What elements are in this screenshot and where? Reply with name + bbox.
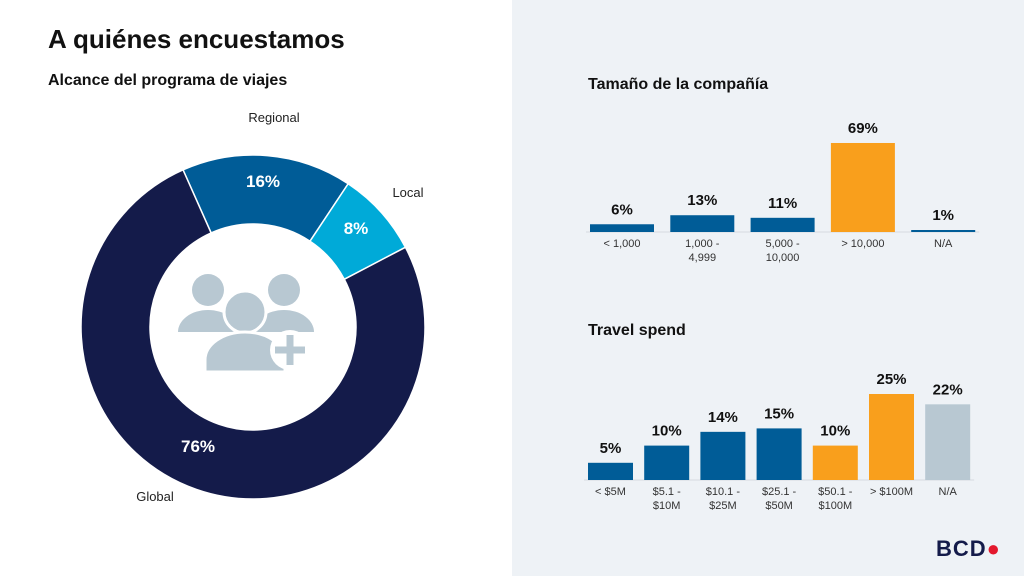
travel-spend-bar <box>588 462 633 480</box>
slice-value-label: 16% <box>246 172 280 191</box>
slice-category-label: Global <box>136 489 174 504</box>
slice-category-label: Regional <box>248 110 299 125</box>
company-size-value-label: 1% <box>932 207 954 224</box>
company-size-bar <box>590 224 654 232</box>
slice-category-label: Local <box>392 185 423 200</box>
travel-spend-tick-label: $100M <box>818 500 852 512</box>
travel-spend-tick-label: $50.1 - <box>818 486 853 498</box>
travel-spend-tick-label: $25.1 - <box>762 486 797 498</box>
travel-spend-value-label: 5% <box>600 440 622 457</box>
travel-spend-bar <box>925 404 971 480</box>
company-size-bar <box>911 230 976 232</box>
travel-spend-value-label: 10% <box>820 423 850 440</box>
travel-spend-value-label: 22% <box>933 381 963 398</box>
travel-spend-value-label: 25% <box>876 371 906 388</box>
user-group-plus-icon <box>192 274 224 306</box>
company-size-value-label: 69% <box>848 120 878 137</box>
travel-spend-tick-label: $50M <box>765 500 793 512</box>
company-size-value-label: 11% <box>768 195 797 212</box>
page-title: A quiénes encuestamos <box>48 24 345 54</box>
user-icon <box>268 274 300 306</box>
company-size-value-label: 13% <box>687 192 717 209</box>
company-size-bar <box>830 142 895 232</box>
slice-value-label: 76% <box>181 437 215 456</box>
travel-spend-bar <box>869 394 914 480</box>
travel-spend-bar <box>756 428 802 480</box>
company-size-tick-label: N/A <box>934 238 953 250</box>
company-size-tick-label: < 1,000 <box>603 238 640 250</box>
travel-spend-tick-label: < $5M <box>595 486 626 498</box>
travel-spend-tick-label: $5.1 - <box>653 486 681 498</box>
company-size-title: Tamaño de la compañía <box>588 76 769 93</box>
travel-spend-title: Travel spend <box>588 322 686 339</box>
travel-spend-bar <box>700 431 746 480</box>
company-size-bar <box>750 217 815 232</box>
company-size-tick-label: 5,000 - <box>765 238 800 250</box>
slice-value-label: 8% <box>344 219 369 238</box>
travel-spend-value-label: 10% <box>652 423 682 440</box>
travel-spend-bar <box>812 445 858 480</box>
travel-spend-bar <box>644 445 690 480</box>
travel-spend-tick-label: $10.1 - <box>706 486 741 498</box>
travel-spend-tick-label: N/A <box>939 486 958 498</box>
user-icon <box>254 310 314 332</box>
travel-spend-value-label: 14% <box>708 409 738 426</box>
donut-slice-global <box>80 168 426 500</box>
company-size-tick-label: 10,000 <box>766 252 800 264</box>
company-size-tick-label: 4,999 <box>689 252 717 264</box>
plus-icon <box>275 335 305 365</box>
bcd-logo: BCD● <box>936 536 1001 561</box>
travel-spend-tick-label: > $100M <box>870 486 913 498</box>
company-size-tick-label: 1,000 - <box>685 238 720 250</box>
company-size-value-label: 6% <box>611 201 633 218</box>
donut-title: Alcance del programa de viajes <box>48 72 288 89</box>
travel-spend-value-label: 15% <box>764 405 794 422</box>
travel-spend-tick-label: $10M <box>653 500 681 512</box>
travel-spend-tick-label: $25M <box>709 500 737 512</box>
company-size-tick-label: > 10,000 <box>841 238 884 250</box>
company-size-bar <box>670 215 735 232</box>
user-icon <box>222 289 268 335</box>
